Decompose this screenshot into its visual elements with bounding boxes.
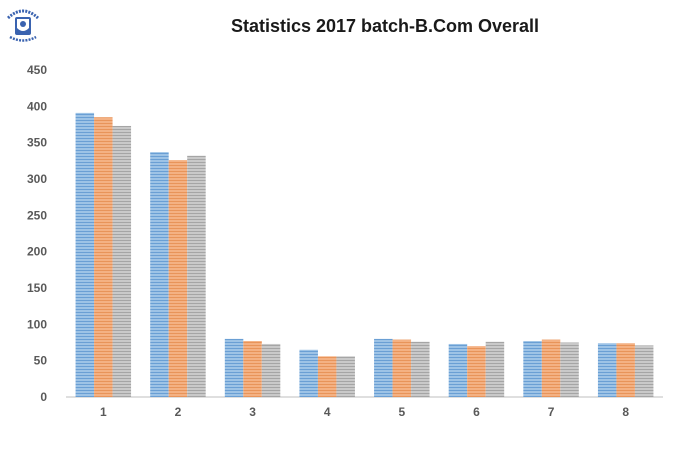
bar-series-2-category-1: [94, 117, 113, 397]
x-tick-label: 4: [324, 405, 331, 419]
x-tick-label: 5: [398, 405, 405, 419]
x-tick-label: 3: [249, 405, 256, 419]
y-tick-label: 200: [27, 245, 47, 259]
bar-series-3-category-5: [411, 341, 430, 397]
chart-title: Statistics 2017 batch-B.Com Overall: [230, 16, 540, 36]
y-tick-label: 250: [27, 208, 47, 222]
bar-series-2-category-7: [541, 339, 561, 397]
bar-series-1-category-6: [448, 343, 468, 397]
bar-series-1-category-4: [299, 349, 318, 397]
x-tick-label: 7: [548, 405, 555, 419]
bar-series-2-category-6: [467, 346, 486, 397]
x-axis-tick-labels: 1 2 3 4 5 6 7 8: [100, 405, 629, 419]
bar-series-2-category-3: [243, 341, 262, 397]
y-tick-label: 100: [27, 317, 47, 331]
bar-series-1-category-2: [150, 152, 169, 397]
bar-series-2-category-5: [392, 339, 412, 397]
x-tick-label: 1: [100, 405, 107, 419]
y-axis-tick-labels: 0 50 100 150 200 250 300 350 400 450: [27, 63, 47, 404]
bar-series-3-category-2: [187, 155, 206, 397]
bar-series-3-category-7: [560, 342, 579, 397]
y-tick-label: 350: [27, 136, 47, 150]
bar-series-3-category-3: [261, 343, 281, 397]
bars-group: [75, 112, 654, 397]
bar-series-3-category-1: [112, 125, 132, 397]
bar-series-1-category-5: [374, 338, 393, 397]
y-tick-label: 0: [40, 390, 47, 404]
bar-series-1-category-3: [224, 338, 244, 397]
college-emblem-icon: [6, 9, 40, 42]
y-tick-label: 50: [34, 354, 48, 368]
bar-series-1-category-1: [75, 112, 95, 397]
bar-series-1-category-8: [597, 343, 617, 397]
bar-series-3-category-6: [485, 341, 505, 397]
x-tick-label: 6: [473, 405, 480, 419]
y-tick-label: 450: [27, 63, 47, 77]
bar-series-2-category-8: [616, 343, 635, 397]
y-tick-label: 300: [27, 172, 47, 186]
bar-series-1-category-7: [523, 341, 542, 397]
y-tick-label: 400: [27, 99, 47, 113]
bar-series-2-category-4: [317, 356, 337, 397]
bar-series-2-category-2: [168, 160, 188, 397]
x-tick-label: 8: [622, 405, 629, 419]
bar-series-3-category-4: [336, 356, 355, 397]
y-tick-label: 150: [27, 281, 47, 295]
x-tick-label: 2: [175, 405, 182, 419]
bar-series-3-category-8: [634, 345, 654, 397]
